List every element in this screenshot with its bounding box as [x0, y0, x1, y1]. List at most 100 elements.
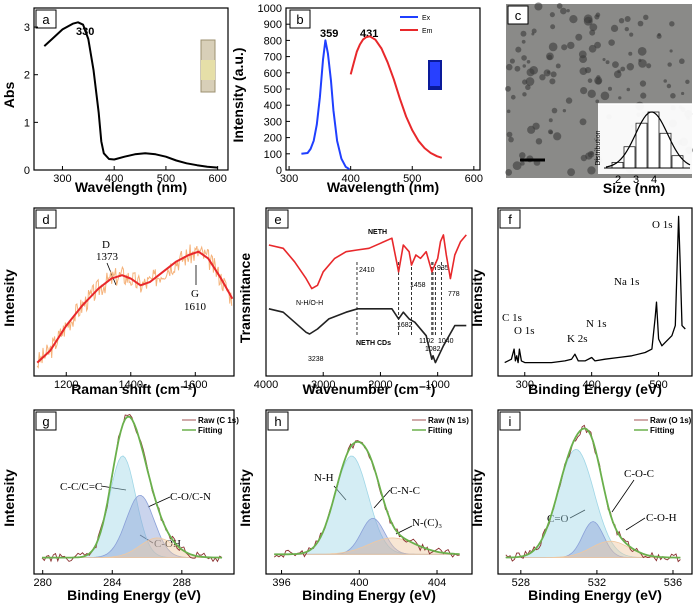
tem-particle — [595, 99, 600, 104]
panel-c-letter: c — [515, 8, 522, 23]
tem-particle — [612, 61, 619, 69]
h-cnc-label: C-N-C — [390, 485, 420, 497]
panel-a-badge — [35, 9, 57, 29]
tem-particle — [505, 85, 511, 92]
tem-particle — [520, 161, 525, 166]
panel-d-ylabel: Intensity — [1, 269, 17, 327]
tem-particle — [506, 63, 513, 71]
panel-c-xlabel: Size (nm) — [603, 180, 665, 196]
panel-i-frame — [497, 409, 693, 575]
tem-particle — [512, 161, 522, 171]
hist-ylabel: Distribution — [595, 130, 602, 165]
tem-particle — [546, 54, 553, 60]
tem-particle — [508, 136, 514, 143]
i-coh-pointer — [625, 517, 646, 531]
tem-particle — [560, 7, 567, 15]
tem-particle — [589, 151, 594, 155]
tem-particle — [514, 65, 521, 72]
tem-particle — [639, 80, 647, 87]
g-cc-pointer — [100, 485, 127, 491]
cuvette-glow — [430, 62, 440, 86]
g-band-label: G — [191, 288, 199, 300]
panel-b-ylabel: Intensity (a.u.) — [230, 48, 246, 143]
h-nc3-label: N-(C)₃ — [412, 517, 442, 529]
panel-h-ylabel: Intensity — [237, 469, 253, 527]
tem-particle — [656, 33, 662, 39]
tem-particle — [556, 3, 563, 9]
panel-f-frame — [497, 207, 693, 377]
panel-f-ylabel: Intensity — [469, 269, 485, 327]
hist-bar — [647, 111, 660, 169]
panel-e-letter: e — [274, 212, 281, 227]
tem-particle — [539, 74, 546, 81]
o1s-low-label: O 1s — [514, 325, 534, 337]
tem-particle — [600, 91, 610, 101]
i-coh-label: C-O-H — [646, 512, 677, 524]
tem-particle — [663, 79, 667, 83]
panel-a-xtick-label: 500 — [157, 173, 175, 185]
tem-particle — [549, 12, 555, 18]
h-legend-raw: Raw (N 1s) — [428, 416, 469, 425]
panel-g-xtick-label: 280 — [34, 577, 52, 589]
panel-h-xtick-label: 404 — [428, 577, 446, 589]
panel-d-letter: d — [42, 212, 49, 227]
series-neth-cds — [268, 308, 467, 364]
tem-particle — [550, 24, 556, 30]
legend-ex-label: Ex — [422, 15, 431, 22]
peak-2410: 2410 — [359, 267, 375, 274]
tem-particle — [587, 89, 596, 98]
panel-a-ytick-label: 2 — [24, 70, 30, 82]
tem-particle — [629, 32, 634, 37]
panel-b-em-peak-label: 431 — [360, 28, 378, 40]
panel-h-xlabel: Binding Energy (eV) — [302, 587, 436, 603]
neth-label: NETH — [368, 229, 387, 236]
panel-b-ytick-label: 800 — [264, 35, 282, 47]
hist-gaussian-fit — [605, 111, 691, 168]
tem-particle — [534, 2, 543, 11]
tem-particle — [509, 58, 515, 64]
tem-particle — [618, 96, 622, 100]
panel-d-xtick-label: 1400 — [119, 379, 143, 391]
tem-particle — [526, 59, 531, 64]
tem-particle — [566, 8, 570, 13]
n1s-label: N 1s — [586, 318, 606, 330]
tem-particle — [643, 14, 649, 21]
tem-particle — [595, 78, 602, 85]
tem-particle — [602, 57, 606, 62]
tem-particle — [561, 44, 568, 51]
raw-spectrum — [41, 413, 223, 563]
panel-e-badge — [267, 209, 289, 229]
o1s-high-label: O 1s — [652, 219, 672, 231]
panel-b-ytick-label: 700 — [264, 52, 282, 64]
fitting-envelope — [274, 440, 460, 556]
panel-i-ylabel: Intensity — [469, 469, 485, 527]
legend-em-label: Em — [422, 28, 433, 35]
tem-particle — [620, 66, 626, 72]
i-coc-label: C-O-C — [624, 468, 654, 480]
g-cc-label: C-C/C=C — [60, 481, 102, 493]
panel-b-ytick-label: 900 — [264, 19, 282, 31]
panel-a-letter: a — [42, 12, 50, 27]
panel-c-badge — [507, 5, 529, 25]
panel-h-badge — [267, 411, 289, 431]
tem-particle — [685, 79, 690, 84]
panel-b-letter: b — [296, 12, 303, 27]
panel-i-xtick-label: 528 — [512, 577, 530, 589]
h-cnc-pointer — [373, 489, 391, 509]
panel-e-ylabel: Transmitance — [237, 253, 253, 343]
g-band-value: 1610 — [184, 301, 207, 313]
tem-particle — [679, 58, 685, 65]
hist-bar — [623, 146, 636, 169]
panel-e-xtick-label: 1000 — [425, 379, 449, 391]
peak-778: 778 — [448, 291, 460, 298]
panel-d: d Intensity Raman shift (cm⁻¹) D 1373 G … — [1, 207, 235, 397]
panel-b-ytick-label: 1000 — [258, 3, 282, 15]
panel-b-ytick-label: 200 — [264, 133, 282, 145]
panel-g-ylabel: Intensity — [1, 469, 17, 527]
tem-particle — [553, 132, 562, 141]
panel-g-badge — [35, 411, 57, 431]
panel-e-xlabel: Wavenumber (cm⁻¹) — [303, 381, 436, 397]
panel-h-xtick-label: 400 — [350, 577, 368, 589]
panel-b-ytick-label: 300 — [264, 116, 282, 128]
tem-particle — [550, 71, 557, 78]
